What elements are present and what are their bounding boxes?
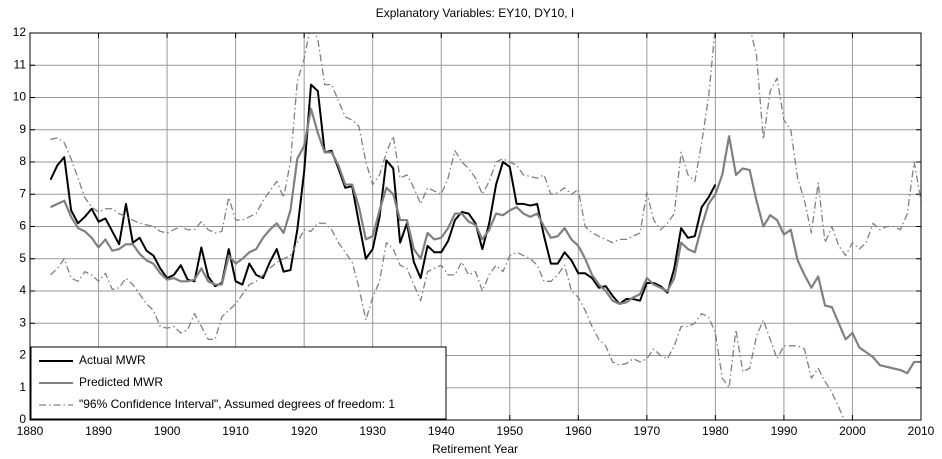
- plot-frame: [29, 32, 922, 421]
- y-tick-label: 5: [19, 251, 26, 265]
- x-tick-label: 1960: [565, 424, 592, 438]
- y-tick-label: 2: [19, 348, 26, 362]
- legend-label: Actual MWR: [79, 353, 146, 367]
- y-tick-label: 9: [19, 122, 26, 136]
- plot-area: [49, 33, 921, 420]
- series-line: [49, 83, 717, 305]
- y-tick-label: 10: [13, 90, 27, 104]
- y-tick-label: 8: [19, 154, 26, 168]
- x-tick-label: 1880: [17, 424, 44, 438]
- y-tick-label: 6: [19, 219, 26, 233]
- legend-label: Predicted MWR: [79, 375, 163, 389]
- x-tick-label: 1990: [771, 424, 798, 438]
- y-tick-label: 1: [19, 380, 26, 394]
- x-tick-label: 1970: [633, 424, 660, 438]
- x-tick-label: 1940: [428, 424, 455, 438]
- y-tick-label: 0: [19, 412, 26, 426]
- y-tick-label: 3: [19, 315, 26, 329]
- chart-title: Explanatory Variables: EY10, DY10, I: [376, 6, 575, 20]
- x-axis-label: Retirement Year: [432, 442, 518, 456]
- legend-box: [30, 346, 447, 420]
- y-tick-label: 4: [19, 283, 26, 297]
- ci-upper-line: [50, 33, 921, 257]
- x-tick-label: 1890: [85, 424, 112, 438]
- x-tick-label: 1900: [154, 424, 181, 438]
- y-tick-label: 7: [19, 186, 26, 200]
- x-tick-label: 1920: [291, 424, 318, 438]
- x-tick-label: 1950: [496, 424, 523, 438]
- x-tick-label: 1910: [222, 424, 249, 438]
- y-tick-label: 11: [14, 57, 27, 71]
- legend-label: "96% Confidence Interval", Assumed degre…: [79, 397, 395, 411]
- x-tick-label: 1930: [359, 424, 386, 438]
- ci-lower-line: [50, 222, 845, 420]
- x-tick-label: 2010: [908, 424, 935, 438]
- legend: Actual MWR Predicted MWR "96% Confidence I…: [30, 346, 447, 420]
- y-tick-label: 12: [13, 25, 27, 39]
- series-line: [50, 107, 921, 375]
- x-tick-label: 1980: [702, 424, 729, 438]
- x-tick-label: 2000: [839, 424, 866, 438]
